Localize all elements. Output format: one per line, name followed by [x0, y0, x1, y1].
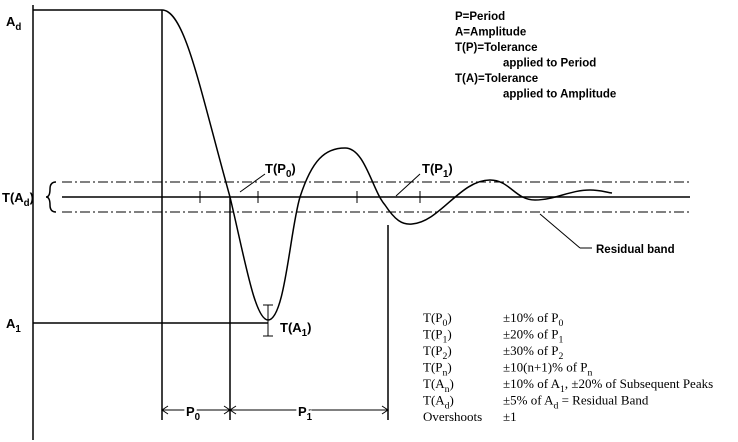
text-part: Overshoots — [423, 409, 482, 424]
text-part: T(A — [423, 376, 445, 391]
text-part: ) — [447, 310, 451, 325]
text-part: ±10(n+1)% of P — [503, 360, 588, 375]
legend-line: P=Period — [455, 11, 505, 23]
subscript: 1 — [302, 328, 308, 339]
text-part: T(A — [423, 393, 445, 408]
arrow — [229, 405, 237, 415]
text-part: , ±20% of Subsequent Peaks — [565, 376, 713, 391]
tolerance-term: T(An) — [423, 376, 454, 395]
p1-label: P1 — [298, 404, 313, 423]
tolerance-rule: ±10% of A1, ±20% of Subsequent Peaks — [503, 376, 713, 395]
text-part: P — [298, 404, 307, 419]
tolerance-rule: ±20% of P1 — [503, 327, 564, 346]
text-part: ) — [448, 161, 452, 176]
text-part: ) — [447, 360, 451, 375]
subscript: 1 — [560, 384, 565, 395]
text-part: T(P — [423, 310, 443, 325]
text-part: ) — [307, 320, 311, 335]
text-part: ) — [447, 343, 451, 358]
drawing — [32, 5, 690, 440]
legend-line: T(A)=Tolerance — [455, 73, 538, 85]
subscript: 1 — [443, 335, 448, 346]
text-part: ±1 — [503, 409, 517, 424]
text-part: T(P — [422, 161, 443, 176]
text-part: P — [186, 404, 195, 419]
residual-band-label: Residual band — [596, 244, 675, 256]
text-part: T(P — [423, 327, 443, 342]
text-part: ±5% of A — [503, 393, 554, 408]
text-part: A — [6, 316, 16, 331]
subscript: d — [445, 401, 450, 412]
tolerance-rule: ±10(n+1)% of Pn — [503, 360, 593, 379]
text-part: T(P — [265, 161, 286, 176]
subscript: 1 — [559, 335, 564, 346]
text-part: ±20% of P — [503, 327, 559, 342]
brace — [45, 181, 57, 213]
text-part: ±10% of P — [503, 310, 559, 325]
subscript: d — [15, 22, 21, 33]
tp1-label: T(P1) — [422, 161, 453, 180]
text-part: T(P — [423, 360, 443, 375]
text-part: A — [6, 14, 16, 29]
tolerance-term: T(P1) — [423, 327, 452, 346]
tolerance-rule: ±10% of P0 — [503, 310, 564, 329]
text-part: ) — [30, 190, 34, 205]
response-curve — [161, 9, 613, 321]
subscript: 1 — [443, 169, 449, 180]
leader — [539, 213, 581, 249]
text-part: ) — [450, 393, 454, 408]
subscript: 2 — [443, 351, 448, 362]
text-part: = Residual Band — [558, 393, 649, 408]
subscript: 1 — [307, 412, 313, 423]
legend-line: applied to Period — [503, 58, 596, 70]
text-part: ) — [450, 376, 454, 391]
tolerance-term: Overshoots — [423, 409, 482, 424]
subscript: 0 — [559, 318, 564, 329]
subscript: n — [588, 368, 593, 379]
tolerance-term: T(Pn) — [423, 360, 452, 379]
subscript: 1 — [15, 324, 21, 335]
p0-label: P0 — [186, 404, 201, 423]
text-part: ) — [291, 161, 295, 176]
text-part: Residual band — [596, 244, 675, 256]
subscript: 0 — [443, 318, 448, 329]
subscript: 2 — [559, 351, 564, 362]
legend: P=Period A=Amplitude T(P)=Tolerance applied… — [455, 11, 616, 101]
text-part: T(A — [2, 190, 24, 205]
subscript: d — [24, 198, 30, 209]
ta1-label: T(A1) — [280, 320, 311, 339]
a1-label: A1 — [6, 316, 21, 335]
leader — [239, 173, 266, 193]
tolerance-table: T(P0) ±10% of P0T(P1) ±20% of P1T(P2) ±30% … — [423, 310, 713, 424]
subscript: n — [445, 384, 450, 395]
text-part: T(P — [423, 343, 443, 358]
tolerance-rule: ±5% of Ad = Residual Band — [503, 393, 649, 412]
tolerance-term: T(P0) — [423, 310, 452, 329]
ad-label: Ad — [6, 14, 21, 33]
tp0-label: T(P0) — [265, 161, 296, 180]
text-part: ±30% of P — [503, 343, 559, 358]
leader — [395, 173, 421, 197]
tad-label: T(Ad) — [2, 190, 34, 209]
subscript: n — [443, 368, 448, 379]
legend-line: T(P)=Tolerance — [455, 42, 538, 54]
text-part: ) — [447, 327, 451, 342]
text-part: T(A — [280, 320, 302, 335]
tolerance-term: T(Ad) — [423, 393, 454, 412]
arrow — [161, 405, 169, 415]
legend-line: A=Amplitude — [455, 27, 526, 39]
subscript: 0 — [286, 169, 292, 180]
tolerance-rule: ±30% of P2 — [503, 343, 564, 362]
legend-line: applied to Amplitude — [503, 89, 616, 101]
arrow — [381, 405, 389, 415]
subscript: d — [553, 401, 558, 412]
text-part: ±10% of A — [503, 376, 561, 391]
tolerance-term: T(P2) — [423, 343, 452, 362]
tolerance-rule: ±1 — [503, 409, 517, 424]
subscript: 0 — [195, 412, 201, 423]
